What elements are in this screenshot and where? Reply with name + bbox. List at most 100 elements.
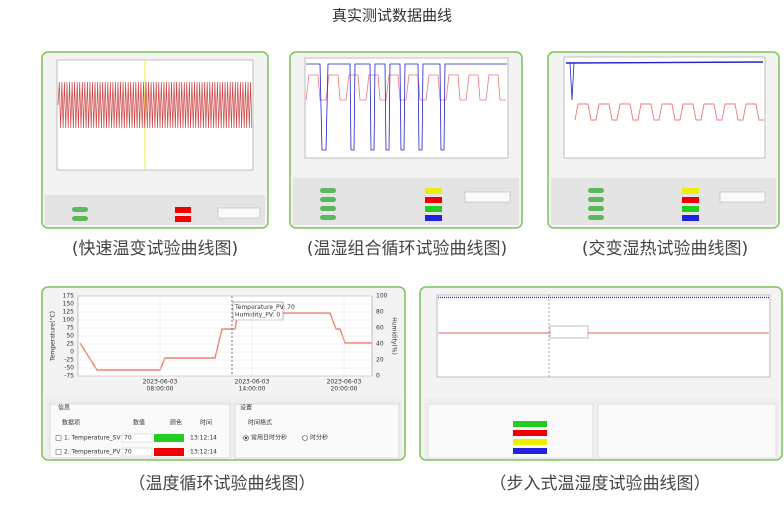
curve xyxy=(565,61,764,64)
y-tick-label: 125 xyxy=(63,309,75,316)
checkbox xyxy=(55,449,62,455)
y2-tick-label: 0 xyxy=(376,373,380,380)
color-box xyxy=(425,215,442,221)
y-axis-label: Temperature(°C) xyxy=(50,311,57,362)
caption: (快速温变试验曲线图) xyxy=(72,239,238,259)
setting-label: 时间格式 xyxy=(248,419,272,427)
curve xyxy=(305,74,506,101)
color-box xyxy=(682,197,699,203)
caption: （温度循环试验曲线图） xyxy=(129,474,316,494)
x-tick-label: 08:00:00 xyxy=(147,386,174,393)
caption: (温湿组合循环试验曲线图) xyxy=(307,239,507,259)
color-box xyxy=(513,439,547,445)
color-box xyxy=(154,434,184,442)
y-tick-label: 50 xyxy=(66,333,74,340)
value-box xyxy=(121,433,153,443)
y-tick-label: 0 xyxy=(70,349,74,356)
table-header: 数据项 xyxy=(62,419,80,427)
y2-tick-label: 80 xyxy=(376,309,384,316)
color-box xyxy=(513,448,547,454)
y-tick-label: 175 xyxy=(63,293,75,300)
row-name: 2. Temperature_PV xyxy=(64,449,121,456)
row-value: 70 xyxy=(124,449,132,456)
box-title: 信息 xyxy=(58,404,70,412)
curve xyxy=(57,81,253,129)
color-box xyxy=(682,215,699,221)
row-time: 13:12:14 xyxy=(190,449,217,456)
x-tick-label: 2023-06-03 xyxy=(235,379,270,386)
tooltip xyxy=(549,325,589,339)
ticks: 1751501251007550250-25-50-75100806040200… xyxy=(63,293,388,393)
color-box xyxy=(175,216,191,222)
toggle xyxy=(588,188,604,193)
toggle xyxy=(320,206,336,211)
color-box xyxy=(682,188,699,194)
settings-box xyxy=(234,403,400,459)
radio-label[interactable]: 常用日时分秒 xyxy=(251,434,287,442)
toggle xyxy=(72,216,88,221)
toggle xyxy=(320,215,336,220)
table-header: 时间 xyxy=(200,419,212,427)
toggle xyxy=(320,197,336,202)
y2-axis-label: Humidity(%) xyxy=(391,317,398,355)
info-box xyxy=(49,403,231,459)
tooltip-text: Temperature_PV: 70 xyxy=(234,304,295,311)
info-table: 数据项 数值 颜色 时间 1. Temperature_SV 70 13:12:14 2. T… xyxy=(55,419,217,457)
box-title: 设置 xyxy=(240,404,252,412)
color-box xyxy=(175,207,191,213)
curve xyxy=(574,103,764,121)
row-time: 13:12:14 xyxy=(190,435,217,442)
color-box xyxy=(682,206,699,212)
row-name: 1. Temperature_SV xyxy=(64,435,121,442)
y-tick-label: 25 xyxy=(66,341,74,348)
time-box xyxy=(464,191,511,203)
color-box xyxy=(425,206,442,212)
table-header: 颜色 xyxy=(170,419,182,427)
color-box xyxy=(513,430,547,436)
toggle xyxy=(588,215,604,220)
y2-tick-label: 100 xyxy=(376,293,388,300)
x-tick-label: 2023-06-03 xyxy=(143,379,178,386)
x-tick-label: 20:00:00 xyxy=(331,386,358,393)
x-tick-label: 2023-06-03 xyxy=(327,379,362,386)
color-box xyxy=(425,188,442,194)
y-tick-label: -25 xyxy=(64,357,74,364)
settings-box xyxy=(597,403,777,459)
tooltip-text: Humidity_PV: 0 xyxy=(235,312,280,319)
toggle xyxy=(320,188,336,193)
page-title: 真实测试数据曲线 xyxy=(332,7,452,25)
radio-label[interactable]: 时分秒 xyxy=(310,434,328,442)
y-tick-label: 75 xyxy=(66,325,74,332)
y-tick-label: -75 xyxy=(64,373,74,380)
y2-tick-label: 20 xyxy=(376,357,384,364)
controls xyxy=(45,178,776,225)
checkbox xyxy=(55,435,62,441)
plot xyxy=(436,294,771,378)
value-box xyxy=(121,447,153,457)
y-tick-label: -50 xyxy=(64,365,74,372)
time-box xyxy=(719,191,766,203)
x-tick-label: 14:00:00 xyxy=(239,386,266,393)
time-box xyxy=(217,207,261,219)
info-box xyxy=(427,403,594,459)
y2-tick-label: 40 xyxy=(376,341,384,348)
color-box xyxy=(513,421,547,427)
curve xyxy=(566,62,575,101)
curve xyxy=(306,63,507,151)
toggle xyxy=(588,197,604,202)
y-tick-label: 150 xyxy=(63,301,75,308)
plot xyxy=(563,56,766,159)
plot xyxy=(304,57,509,159)
radio-dot xyxy=(244,436,248,440)
row-value: 70 xyxy=(124,435,132,442)
toggle xyxy=(588,206,604,211)
table-header: 数值 xyxy=(133,419,145,427)
toggle xyxy=(72,207,88,212)
color-box xyxy=(425,197,442,203)
color-box xyxy=(154,448,184,456)
radio[interactable] xyxy=(302,435,308,441)
y2-tick-label: 60 xyxy=(376,325,384,332)
caption: (交变湿热试验曲线图) xyxy=(582,239,748,259)
caption: （步入式温湿度试验曲线图） xyxy=(490,474,711,494)
